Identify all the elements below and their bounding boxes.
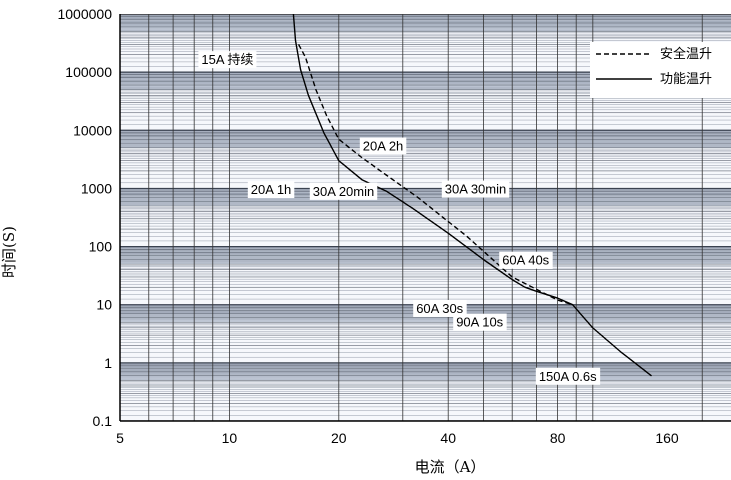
series-line-function: [292, 14, 652, 377]
annotation-box: [309, 182, 378, 200]
annotation-box: [441, 180, 510, 198]
legend-label: 功能温升: [660, 72, 712, 87]
annotation-text: 90A 10s: [456, 315, 503, 330]
horizontal-gridlines: [120, 14, 731, 421]
x-tick-label: 5: [116, 430, 124, 446]
annotation-text: 20A 1h: [251, 182, 291, 197]
annotation-box: [499, 251, 553, 269]
legend-box: [590, 42, 731, 98]
annotation-text: 20A 2h: [363, 139, 404, 154]
annotation-label: 90A 10s: [453, 313, 507, 331]
y-tick-label: 100000: [65, 64, 112, 80]
y-tick-label: 1: [104, 355, 112, 371]
series-line-safety: [297, 44, 573, 306]
y-tick-label: 10: [96, 297, 112, 313]
annotation-label: 20A 2h: [359, 137, 407, 155]
legend-label: 安全温升: [660, 46, 712, 62]
x-tick-label: 80: [550, 430, 566, 446]
annotation-label: 150A 0.6s: [535, 367, 601, 385]
y-axis-title: 时间(S): [0, 226, 18, 278]
x-tick-labels: 5 10 20 40 80 160: [116, 430, 679, 446]
annotation-box: [413, 299, 467, 317]
annotation-label: 20A 1h: [247, 181, 295, 199]
x-tick-label: 20: [331, 430, 347, 446]
vertical-gridlines: [148, 14, 703, 421]
axes: [119, 14, 731, 422]
annotation-box: [453, 313, 507, 331]
y-tick-label: 100: [89, 239, 113, 255]
annotation-box: [535, 367, 601, 385]
annotation-box: [359, 137, 407, 155]
annotation-text: 60A 40s: [502, 253, 549, 268]
y-tick-label: 10000: [73, 122, 112, 138]
series-layer: [292, 14, 652, 377]
y-tick-label: 0.1: [93, 413, 113, 429]
annotation-text: 30A 30min: [445, 182, 506, 197]
x-axis-title: 电流（A）: [415, 458, 486, 476]
annotation-box: [198, 51, 257, 69]
annotation-text: 60A 30s: [416, 301, 463, 316]
annotation-label: 15A 持续: [198, 51, 257, 69]
annotation-text: 150A 0.6s: [539, 369, 597, 384]
annotation-label: 60A 30s: [413, 299, 467, 317]
annotation-label: 30A 30min: [441, 180, 510, 198]
y-tick-label: 1000000: [57, 6, 112, 22]
annotation-label: 60A 40s: [499, 251, 553, 269]
annotation-text: 15A 持续: [201, 52, 253, 67]
annotation-label: 30A 20min: [309, 182, 378, 200]
annotation-box: [247, 181, 295, 199]
y-tick-labels: 1000000 100000 10000 1000 100 10 1 0.1: [57, 6, 112, 429]
x-tick-label: 160: [655, 430, 679, 446]
x-tick-label: 10: [222, 430, 238, 446]
annotation-layer: 15A 持续 20A 2h 20A 1h 30A 30min 30A 20min 60A …: [198, 51, 601, 385]
y-tick-label: 1000: [81, 180, 112, 196]
x-tick-label: 40: [440, 430, 456, 446]
annotation-text: 30A 20min: [313, 184, 374, 199]
